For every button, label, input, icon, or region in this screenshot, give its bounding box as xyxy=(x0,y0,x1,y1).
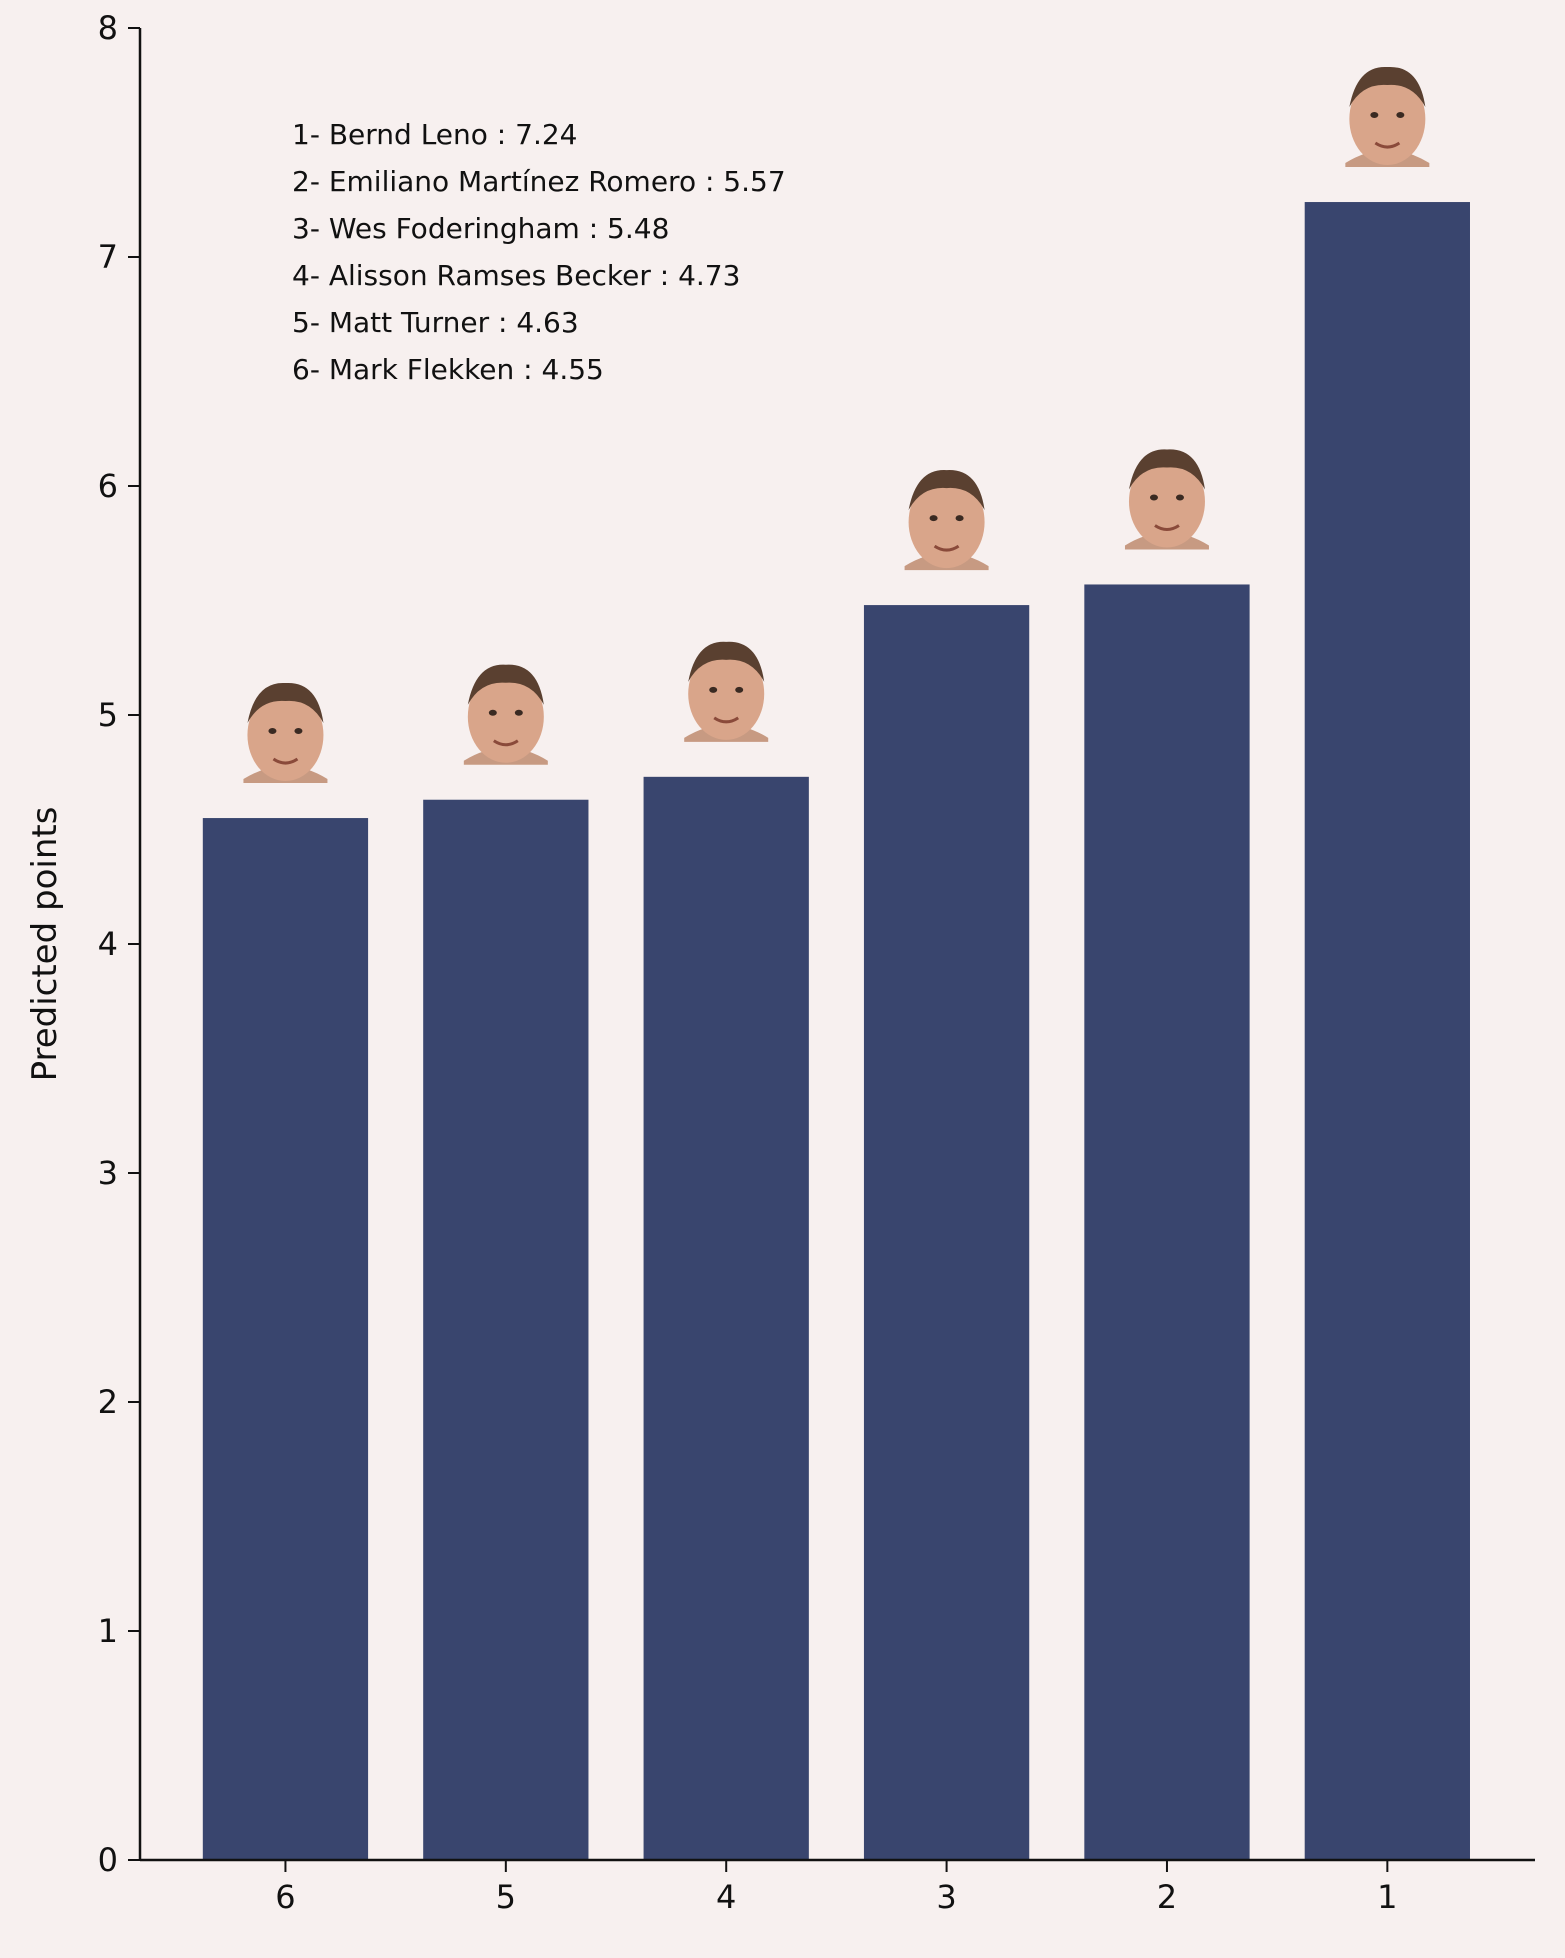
y-tick-label: 2 xyxy=(98,1383,118,1421)
player-headshot-icon xyxy=(243,682,328,784)
annotation-item: 2- Emiliano Martínez Romero : 5.57 xyxy=(292,165,786,198)
bar xyxy=(1084,584,1250,1860)
player-headshot-icon xyxy=(1345,66,1430,168)
x-tick-label: 1 xyxy=(1377,1878,1397,1916)
bar xyxy=(1304,202,1470,1860)
annotation-list: 1- Bernd Leno : 7.24 2- Emiliano Martínez… xyxy=(292,118,786,386)
y-tick-label: 5 xyxy=(98,696,118,734)
annotation-item: 3- Wes Foderingham : 5.48 xyxy=(292,212,669,245)
bar xyxy=(643,776,809,1860)
bars xyxy=(202,202,1470,1860)
annotation-item: 6- Mark Flekken : 4.55 xyxy=(292,353,604,386)
bar xyxy=(202,818,369,1860)
x-tick-label: 4 xyxy=(716,1878,736,1916)
player-headshot-icon xyxy=(904,469,989,571)
player-headshot-icon xyxy=(1124,449,1209,550)
x-tick-label: 5 xyxy=(496,1878,516,1916)
y-tick-label: 0 xyxy=(98,1841,118,1879)
y-tick-label: 7 xyxy=(98,238,118,276)
y-tick-label: 1 xyxy=(98,1612,118,1650)
x-ticks: 6 5 4 3 2 1 xyxy=(275,1860,1398,1916)
bar xyxy=(863,605,1030,1860)
y-tick-label: 4 xyxy=(98,925,118,963)
annotation-item: 1- Bernd Leno : 7.24 xyxy=(292,118,577,151)
player-headshot-icon xyxy=(684,641,769,742)
x-tick-label: 2 xyxy=(1157,1878,1177,1916)
y-tick-label: 6 xyxy=(98,467,118,505)
y-tick-label: 3 xyxy=(98,1154,118,1192)
y-tick-label: 8 xyxy=(98,9,118,47)
bar xyxy=(423,799,589,1860)
x-tick-label: 3 xyxy=(936,1878,956,1916)
y-ticks: 0 1 2 3 4 5 6 7 8 xyxy=(98,9,140,1879)
annotation-item: 5- Matt Turner : 4.63 xyxy=(292,306,579,339)
y-axis-title: Predicted points xyxy=(25,807,65,1082)
annotation-item: 4- Alisson Ramses Becker : 4.73 xyxy=(292,259,740,292)
player-photos xyxy=(243,66,1430,784)
player-headshot-icon xyxy=(463,664,548,765)
x-tick-label: 6 xyxy=(275,1878,295,1916)
